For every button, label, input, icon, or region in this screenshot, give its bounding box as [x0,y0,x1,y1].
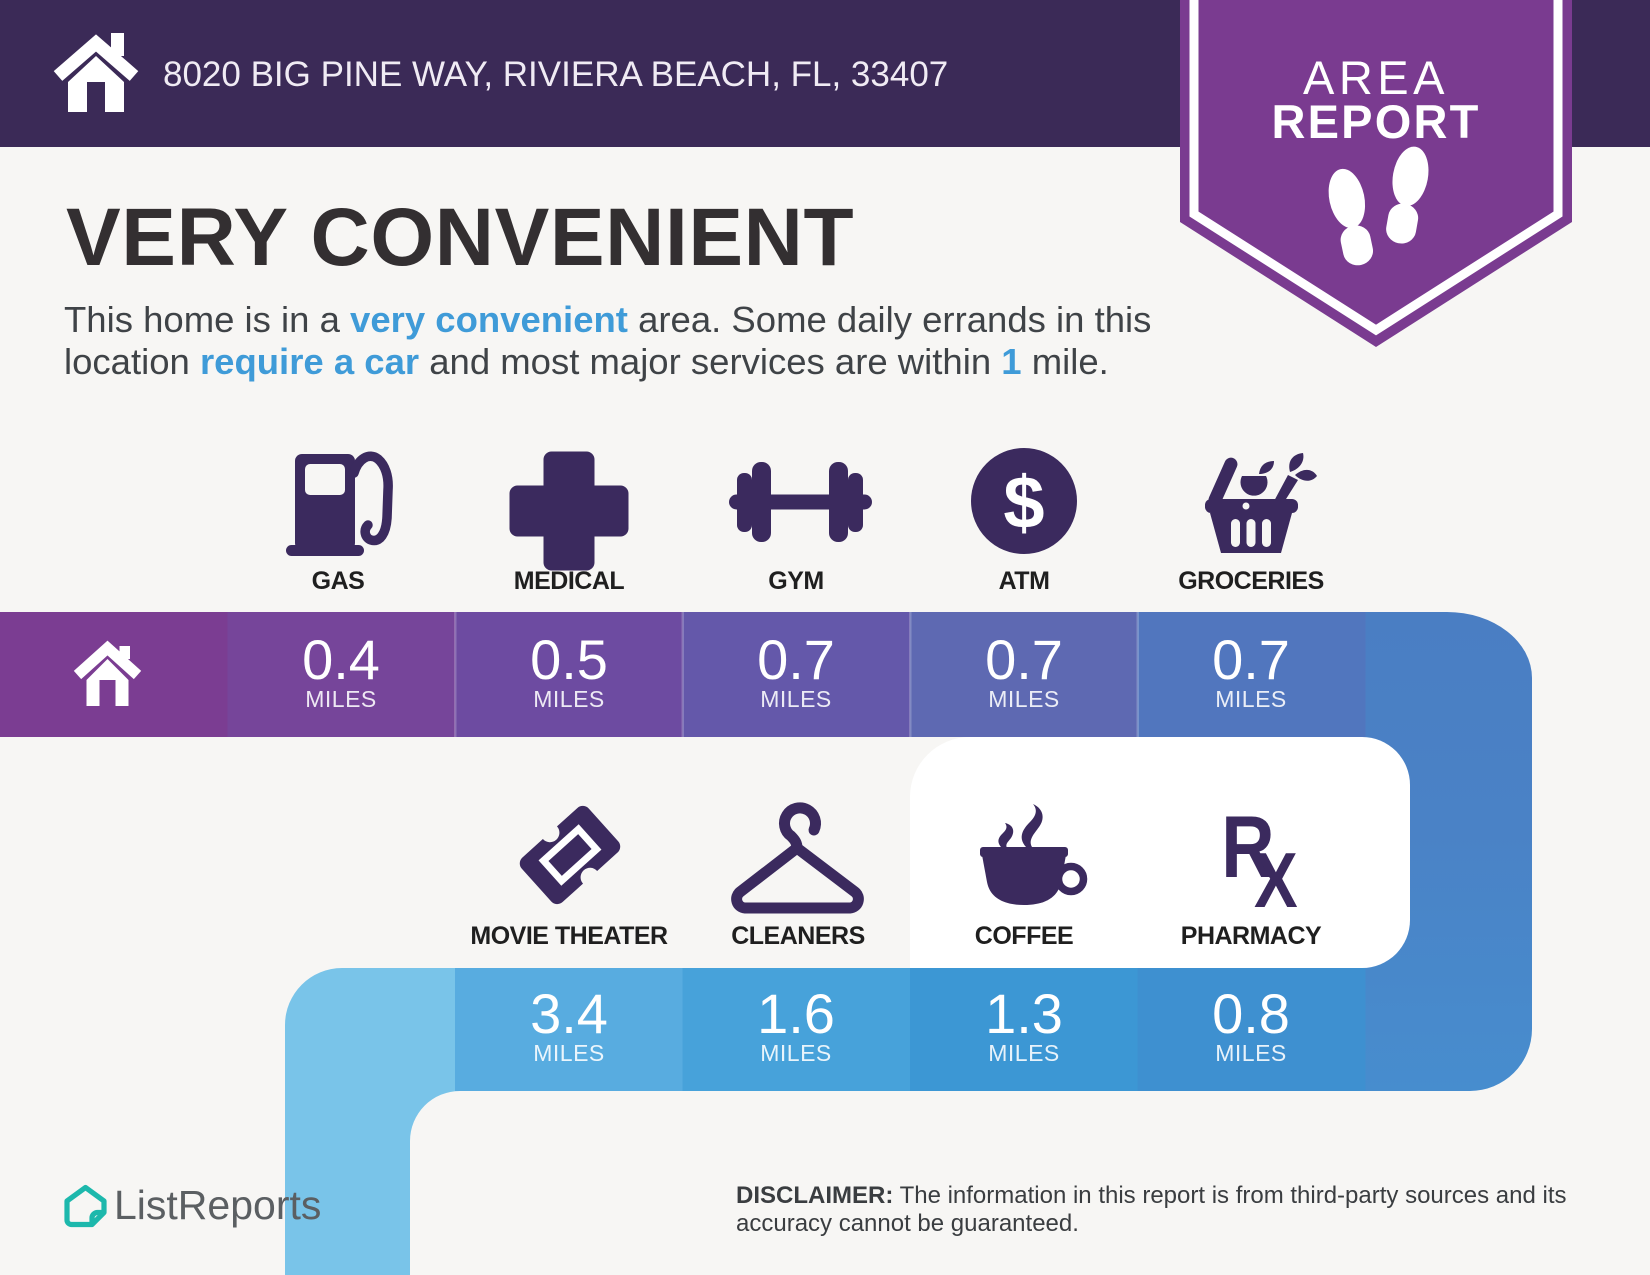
svg-text:COFFEE: COFFEE [975,922,1073,950]
svg-text:$: $ [1003,461,1044,544]
svg-text:GYM: GYM [768,567,823,595]
svg-text:AREA: AREA [1303,51,1449,104]
svg-text:PHARMACY: PHARMACY [1181,922,1322,950]
svg-text:ATM: ATM [999,567,1050,595]
svg-text:CLEANERS: CLEANERS [731,922,865,950]
svg-text:X: X [1254,838,1298,925]
svg-text:GROCERIES: GROCERIES [1178,567,1324,595]
svg-text:REPORT: REPORT [1271,95,1480,148]
svg-text:GAS: GAS [312,567,365,595]
svg-text:MEDICAL: MEDICAL [514,567,625,595]
svg-text:MOVIE THEATER: MOVIE THEATER [470,922,668,950]
svg-text:R: R [1221,798,1274,897]
